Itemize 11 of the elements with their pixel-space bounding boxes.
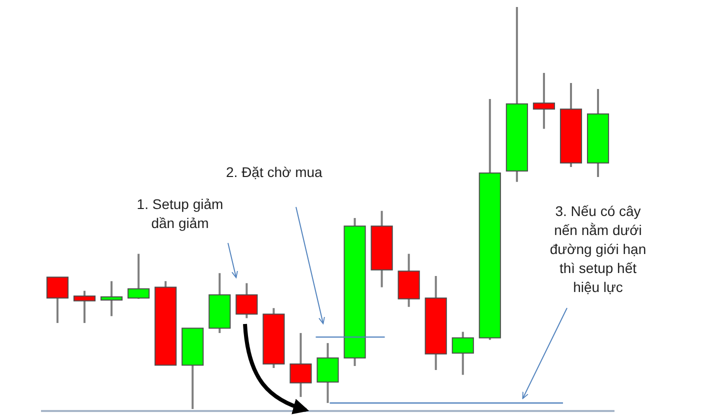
candlestick <box>532 72 555 130</box>
candlestick <box>452 330 474 376</box>
candlestick <box>290 332 312 398</box>
candlestick <box>100 280 123 318</box>
annotation: 3. Nếu có cây nến nằm dưới đường giới hạn thì setup hết hiệu lực <box>550 203 646 295</box>
candlestick <box>73 290 96 324</box>
annotation: 1. Setup giảm dần giảm <box>136 196 224 231</box>
candlestick <box>46 276 69 324</box>
annotation: 2. Đặt chờ mua <box>226 164 323 180</box>
candlestick <box>236 282 258 320</box>
candlestick <box>128 252 150 300</box>
